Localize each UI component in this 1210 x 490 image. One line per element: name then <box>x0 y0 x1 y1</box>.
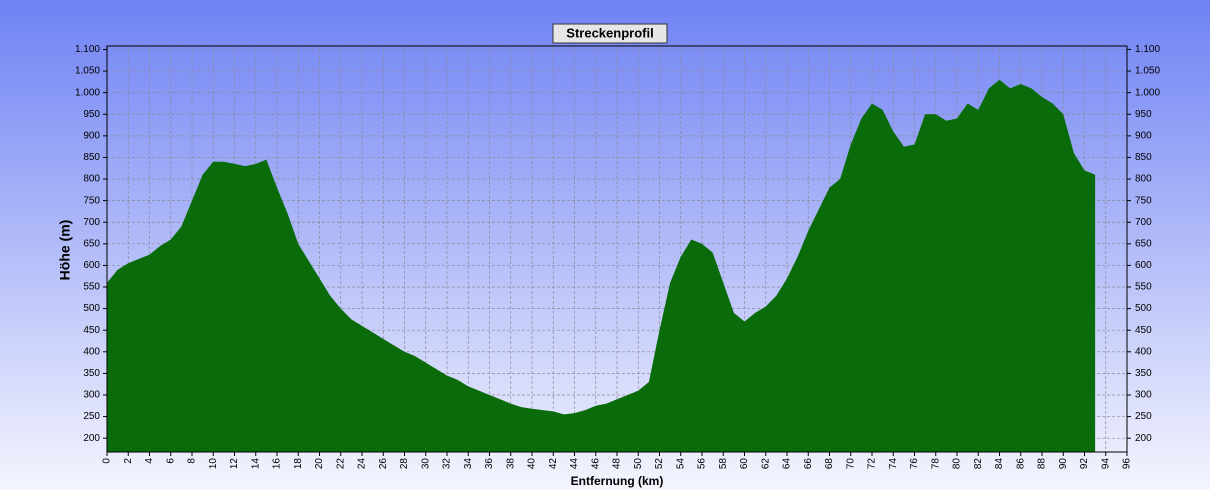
x-tick-label: 66 <box>803 458 814 470</box>
y2-tick-label: 850 <box>1135 152 1152 163</box>
x-tick-label: 32 <box>442 458 453 470</box>
y-tick-label: 950 <box>83 109 100 120</box>
y-tick-label: 250 <box>83 411 100 422</box>
x-tick-label: 28 <box>399 458 410 470</box>
x-tick-label: 76 <box>909 458 920 470</box>
x-tick-label: 74 <box>888 458 899 470</box>
x-tick-label: 68 <box>824 458 835 470</box>
x-tick-label: 36 <box>484 458 495 470</box>
x-tick-label: 86 <box>1015 458 1026 470</box>
y2-tick-label: 500 <box>1135 303 1152 314</box>
y2-tick-label: 700 <box>1135 217 1152 228</box>
x-tick-label: 24 <box>357 458 368 470</box>
x-tick-label: 42 <box>548 458 559 470</box>
y2-tick-label: 1.100 <box>1135 44 1160 55</box>
x-tick-label: 8 <box>187 458 198 464</box>
x-tick-label: 18 <box>293 458 304 470</box>
x-tick-label: 0 <box>102 458 113 464</box>
y-tick-label: 700 <box>83 217 100 228</box>
y2-tick-label: 900 <box>1135 130 1152 141</box>
x-tick-label: 58 <box>718 458 729 470</box>
x-tick-label: 84 <box>994 458 1005 470</box>
y2-tick-label: 1.000 <box>1135 87 1160 98</box>
y-tick-label: 1.000 <box>75 87 100 98</box>
y2-tick-label: 800 <box>1135 174 1152 185</box>
x-tick-label: 96 <box>1122 458 1133 470</box>
x-tick-label: 94 <box>1100 458 1111 470</box>
y2-tick-label: 1.050 <box>1135 66 1160 77</box>
x-tick-label: 78 <box>930 458 941 470</box>
y-tick-label: 600 <box>83 260 100 271</box>
x-tick-label: 54 <box>675 458 686 470</box>
x-tick-label: 22 <box>335 458 346 470</box>
y-tick-label: 450 <box>83 325 100 336</box>
y-axis-label: Höhe (m) <box>57 220 73 281</box>
x-tick-label: 92 <box>1079 458 1090 470</box>
y-tick-label: 750 <box>83 195 100 206</box>
x-tick-label: 6 <box>165 458 176 464</box>
y2-tick-label: 950 <box>1135 109 1152 120</box>
x-tick-label: 90 <box>1058 458 1069 470</box>
y2-tick-label: 350 <box>1135 368 1152 379</box>
x-tick-label: 48 <box>612 458 623 470</box>
x-tick-label: 30 <box>420 458 431 470</box>
y-tick-label: 200 <box>83 433 100 444</box>
plot-frame <box>106 45 1128 453</box>
y2-tick-label: 550 <box>1135 282 1152 293</box>
y2-tick-label: 200 <box>1135 433 1152 444</box>
x-tick-label: 52 <box>654 458 665 470</box>
y2-tick-label: 750 <box>1135 195 1152 206</box>
y2-tick-label: 300 <box>1135 390 1152 401</box>
x-tick-label: 82 <box>973 458 984 470</box>
y-tick-label: 300 <box>83 390 100 401</box>
y2-tick-label: 650 <box>1135 238 1152 249</box>
x-tick-label: 64 <box>782 458 793 470</box>
y-tick-label: 1.100 <box>75 44 100 55</box>
y-tick-label: 800 <box>83 174 100 185</box>
y-tick-label: 650 <box>83 238 100 249</box>
x-tick-label: 38 <box>505 458 516 470</box>
y-tick-label: 900 <box>83 130 100 141</box>
y-tick-label: 500 <box>83 303 100 314</box>
x-tick-label: 50 <box>633 458 644 470</box>
y2-tick-label: 450 <box>1135 325 1152 336</box>
x-tick-label: 44 <box>569 458 580 470</box>
chart-title: Streckenprofil <box>566 25 653 40</box>
y-tick-label: 850 <box>83 152 100 163</box>
x-tick-label: 40 <box>527 458 538 470</box>
y-tick-label: 400 <box>83 346 100 357</box>
x-tick-label: 10 <box>208 458 219 470</box>
x-tick-label: 62 <box>760 458 771 470</box>
x-tick-label: 4 <box>144 458 155 464</box>
y-tick-label: 350 <box>83 368 100 379</box>
y2-tick-label: 600 <box>1135 260 1152 271</box>
x-tick-label: 34 <box>463 458 474 470</box>
x-tick-label: 60 <box>739 458 750 470</box>
title-box <box>552 23 668 44</box>
y2-tick-label: 250 <box>1135 411 1152 422</box>
elevation-area <box>107 79 1096 452</box>
y2-tick-label: 400 <box>1135 346 1152 357</box>
x-tick-label: 80 <box>952 458 963 470</box>
x-tick-label: 46 <box>590 458 601 470</box>
x-tick-label: 56 <box>697 458 708 470</box>
x-tick-label: 12 <box>229 458 240 470</box>
x-tick-label: 26 <box>378 458 389 470</box>
x-tick-label: 14 <box>250 458 261 470</box>
x-tick-label: 2 <box>123 458 134 464</box>
x-tick-label: 20 <box>314 458 325 470</box>
y-tick-label: 550 <box>83 282 100 293</box>
x-tick-label: 70 <box>845 458 856 470</box>
x-tick-label: 72 <box>867 458 878 470</box>
y-tick-label: 1.050 <box>75 66 100 77</box>
x-tick-label: 88 <box>1037 458 1048 470</box>
x-tick-label: 16 <box>272 458 283 470</box>
x-axis-label: Entfernung (km) <box>571 474 664 488</box>
